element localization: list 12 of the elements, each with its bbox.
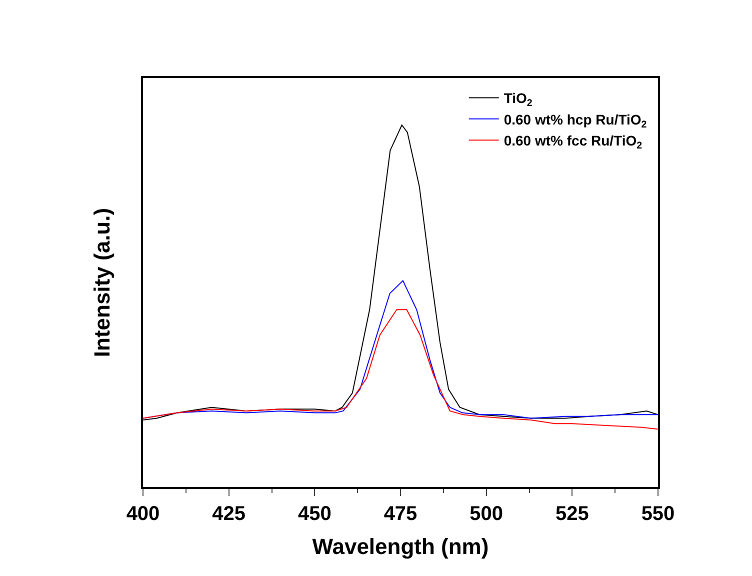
legend-label: 0.60 wt% hcp Ru/TiO$_{2}$ — [504, 111, 648, 130]
x-tick-label: 500 — [470, 502, 504, 525]
x-tick-label: 525 — [555, 502, 589, 525]
legend-label: TiO$_{2}$ — [504, 90, 533, 110]
y-axis-title: Intensity (a.u.) — [90, 208, 115, 358]
x-tick-label: 425 — [212, 502, 246, 525]
x-tick-label: 475 — [384, 502, 418, 525]
x-axis-title: Wavelength (nm) — [312, 534, 489, 560]
legend-label: 0.60 wt% fcc Ru/TiO$_{2}$ — [504, 132, 643, 152]
x-tick-label: 450 — [298, 502, 332, 525]
x-tick-label: 550 — [641, 502, 675, 525]
x-tick-label: 400 — [126, 502, 160, 525]
